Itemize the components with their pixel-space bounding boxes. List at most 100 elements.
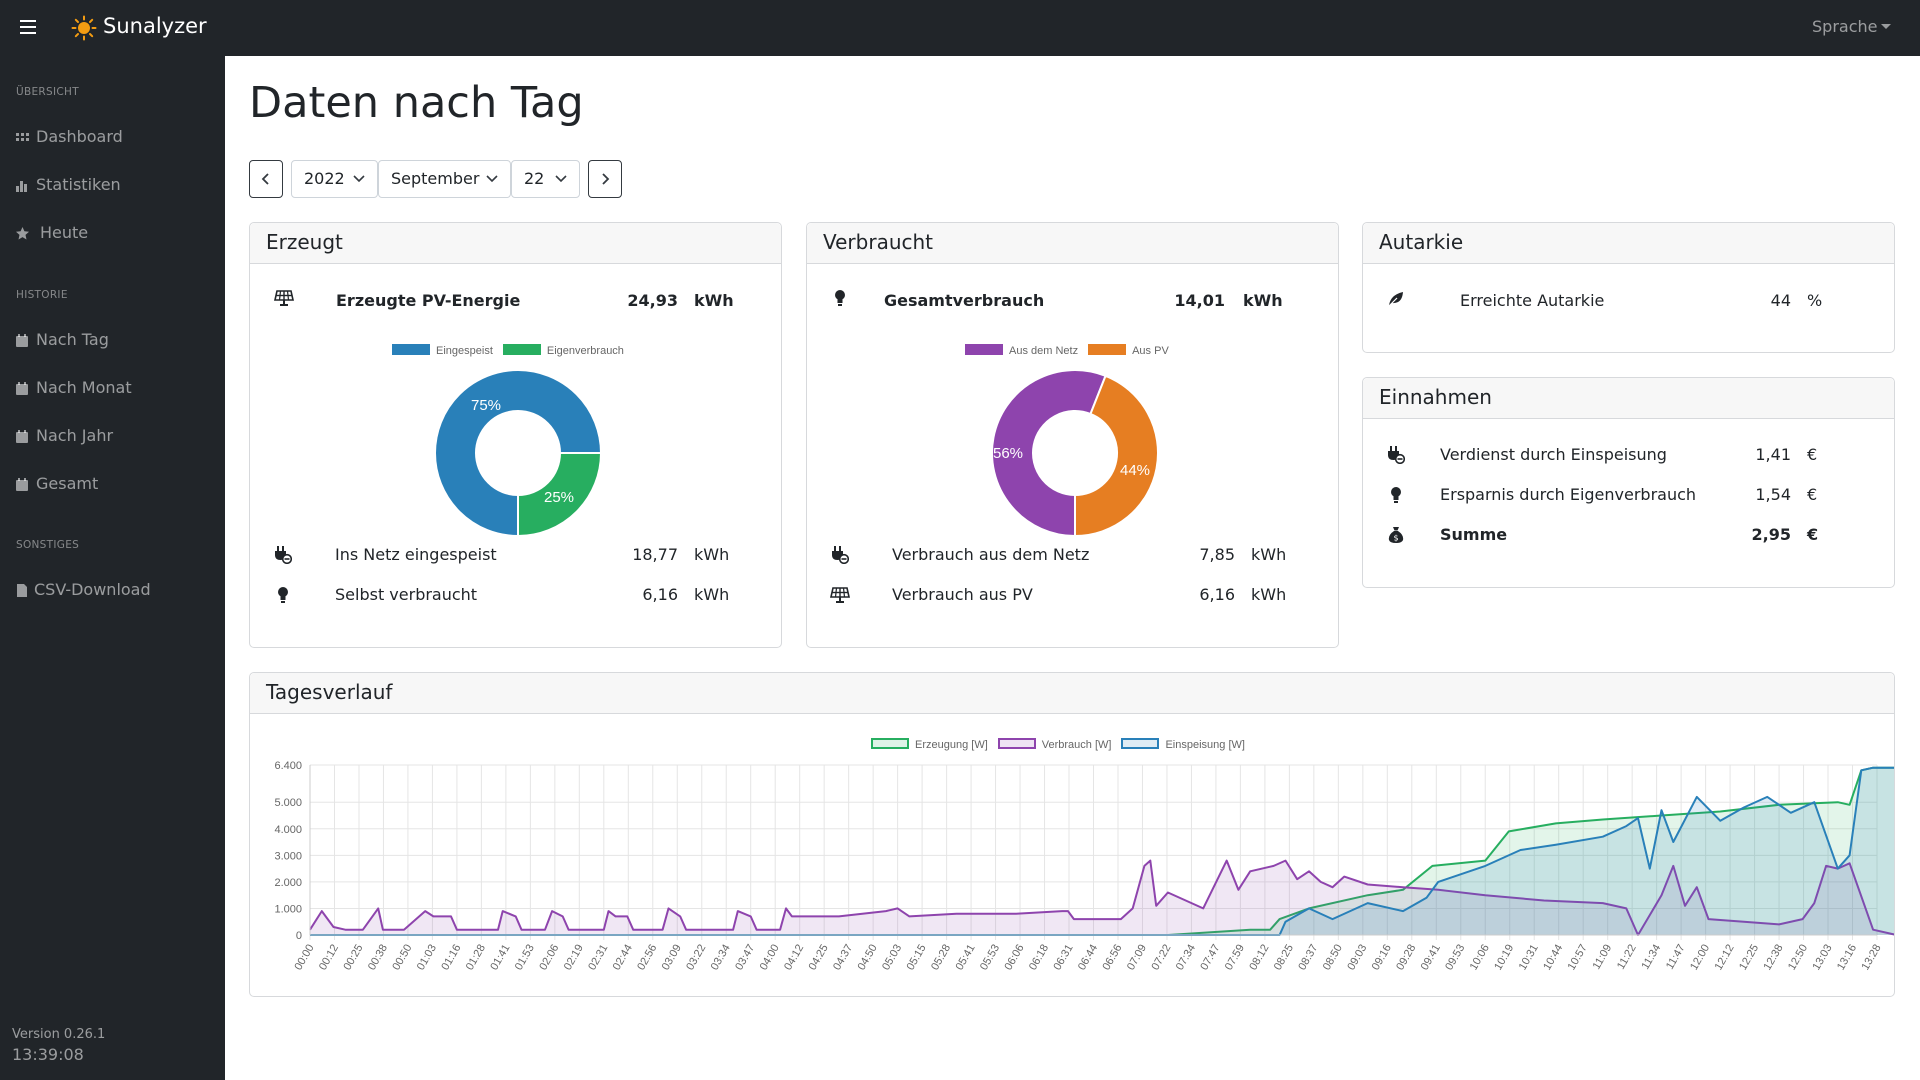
x-tick-label: 02:19 xyxy=(562,943,586,973)
x-tick-label: 05:28 xyxy=(929,943,953,973)
produced-card-header: Erzeugt xyxy=(250,223,781,264)
x-tick-label: 01:28 xyxy=(464,943,488,973)
series-area-feed-in xyxy=(310,767,1894,935)
chevron-down-icon xyxy=(555,175,567,183)
y-tick-label: 6.400 xyxy=(274,760,302,772)
x-tick-label: 09:53 xyxy=(1443,943,1467,973)
legend-swatch-self-use xyxy=(502,344,541,355)
produced-row-unit: kWh xyxy=(694,545,730,564)
sidebar-item-by-month[interactable]: Nach Monat xyxy=(16,373,216,405)
y-tick-label: 1.000 xyxy=(274,903,302,915)
sidebar-item-dashboard[interactable]: Dashboard xyxy=(16,122,216,154)
y-tick-label: 5.000 xyxy=(274,797,302,809)
svg-text:$: $ xyxy=(1393,534,1398,543)
x-tick-label: 06:31 xyxy=(1051,943,1075,973)
x-tick-label: 11:34 xyxy=(1639,943,1663,972)
x-tick-label: 01:41 xyxy=(488,943,512,973)
x-tick-label: 09:03 xyxy=(1345,943,1369,973)
x-tick-label: 11:47 xyxy=(1664,943,1688,972)
sidebar-item-by-day[interactable]: Nach Tag xyxy=(16,325,216,357)
series-line-feed-in xyxy=(310,766,1894,936)
year-select[interactable]: 2022 xyxy=(291,160,378,198)
x-tick-label: 02:31 xyxy=(586,943,610,973)
x-tick-label: 04:00 xyxy=(758,943,782,973)
leaf-icon xyxy=(1388,292,1403,307)
x-tick-label: 01:16 xyxy=(439,943,463,973)
legend-swatch-feed-in xyxy=(1121,738,1160,749)
x-tick-label: 13:03 xyxy=(1810,943,1834,973)
version-text: Version 0.26.1 xyxy=(12,1027,106,1042)
series-line-consumption xyxy=(309,859,1894,936)
legend-swatch-fed-in xyxy=(392,344,430,355)
file-icon xyxy=(17,584,27,597)
autarky-value: 44 xyxy=(1770,291,1791,310)
x-tick-label: 00:25 xyxy=(341,943,365,973)
x-tick-label: 08:12 xyxy=(1247,943,1271,973)
x-tick-label: 07:59 xyxy=(1223,943,1247,973)
x-tick-label: 04:37 xyxy=(831,943,855,973)
top-navbar: Sunalyzer Sprache xyxy=(0,0,1920,56)
x-tick-label: 01:03 xyxy=(415,943,439,973)
autarky-unit: % xyxy=(1807,291,1823,310)
series-line-generation xyxy=(310,766,1894,936)
chevron-down-icon xyxy=(486,175,498,183)
x-tick-label: 07:22 xyxy=(1149,943,1173,973)
legend-label-from-pv: Aus PV xyxy=(1132,345,1169,357)
x-tick-label: 13:16 xyxy=(1835,943,1859,973)
x-tick-label: 00:00 xyxy=(292,943,316,973)
previous-day-button[interactable] xyxy=(249,160,283,198)
income-sum-unit: € xyxy=(1807,525,1819,544)
x-tick-label: 02:44 xyxy=(611,943,635,973)
sidebar-item-total[interactable]: Gesamt xyxy=(16,469,216,501)
language-dropdown[interactable]: Sprache xyxy=(1812,17,1892,36)
income-row-label: Verdienst durch Einspeisung xyxy=(1440,445,1667,464)
x-tick-label: 06:06 xyxy=(1002,943,1026,973)
x-tick-label: 06:18 xyxy=(1027,943,1051,973)
x-tick-label: 12:50 xyxy=(1786,943,1810,973)
produced-total-unit: kWh xyxy=(694,291,734,310)
donut-slice-self-use xyxy=(517,452,603,538)
y-tick-label: 3.000 xyxy=(274,850,302,862)
bar-chart-icon xyxy=(16,181,27,192)
sidebar: ÜBERSICHT Dashboard Statistiken Heute HI… xyxy=(0,56,225,1080)
donut-slice-from-pv xyxy=(1074,374,1159,538)
x-tick-label: 09:41 xyxy=(1419,943,1443,973)
day-value: 22 xyxy=(524,169,545,188)
autarky-card: Autarkie Erreichte Autarkie 44 % xyxy=(1362,222,1895,353)
x-tick-label: 09:28 xyxy=(1394,943,1418,973)
x-tick-label: 03:22 xyxy=(684,943,708,973)
x-tick-label: 07:09 xyxy=(1125,943,1149,973)
produced-donut-chart: 75% 25% xyxy=(434,369,603,538)
sidebar-item-by-year[interactable]: Nach Jahr xyxy=(16,421,216,453)
donut-label-self-use: 25% xyxy=(544,489,574,506)
menu-toggle-icon[interactable] xyxy=(20,20,36,34)
x-tick-label: 10:57 xyxy=(1566,943,1590,973)
income-row-value: 1,41 xyxy=(1755,445,1791,464)
sidebar-heading-overview: ÜBERSICHT xyxy=(16,86,79,98)
month-select[interactable]: September xyxy=(378,160,511,198)
sidebar-item-statistics[interactable]: Statistiken xyxy=(16,170,216,202)
x-tick-label: 03:47 xyxy=(733,943,757,973)
sidebar-item-csv-download[interactable]: CSV-Download xyxy=(16,575,216,607)
x-tick-label: 12:00 xyxy=(1688,943,1712,973)
x-tick-label: 05:41 xyxy=(954,943,978,973)
produced-total-value: 24,93 xyxy=(627,291,678,310)
x-tick-label: 12:25 xyxy=(1737,943,1761,973)
y-tick-label: 2.000 xyxy=(274,877,302,889)
y-tick-label: 0 xyxy=(296,930,302,942)
sun-logo-icon xyxy=(71,15,97,41)
y-tick-label: 4.000 xyxy=(274,824,302,836)
next-day-button[interactable] xyxy=(588,160,622,198)
produced-row-unit: kWh xyxy=(694,585,730,604)
lightbulb-icon xyxy=(1391,487,1401,503)
day-select[interactable]: 22 xyxy=(511,160,580,198)
income-row-value: 1,54 xyxy=(1755,485,1791,504)
x-tick-label: 09:16 xyxy=(1370,943,1394,973)
sidebar-item-today[interactable]: Heute xyxy=(16,218,216,250)
brand-name[interactable]: Sunalyzer xyxy=(103,14,207,38)
sidebar-heading-other: SONSTIGES xyxy=(16,539,80,551)
legend-label-generation: Erzeugung [W] xyxy=(915,739,988,751)
income-row-unit: € xyxy=(1807,445,1818,464)
x-tick-label: 08:50 xyxy=(1321,943,1345,973)
solar-panel-icon xyxy=(274,290,294,306)
